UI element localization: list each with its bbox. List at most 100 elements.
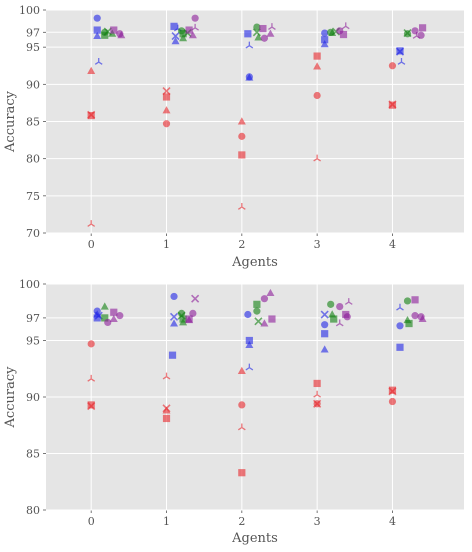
data-point-purple-square bbox=[185, 26, 193, 34]
data-point-blue-x bbox=[171, 31, 180, 41]
data-point-blue-square bbox=[245, 336, 253, 345]
data-point-blue-triangle bbox=[245, 340, 254, 349]
data-point-red-tri_down bbox=[237, 423, 246, 431]
y-axis-label: Accuracy bbox=[3, 90, 18, 153]
data-point-purple-circle bbox=[417, 31, 425, 39]
data-point-blue-tri_down bbox=[396, 303, 404, 311]
data-point-blue-square bbox=[321, 330, 329, 338]
data-point-purple-tri_down bbox=[341, 22, 350, 30]
data-point-red-triangle bbox=[162, 406, 171, 414]
data-point-red-circle bbox=[313, 91, 321, 100]
x-tick-label: 3 bbox=[314, 238, 321, 251]
data-point-red-square bbox=[238, 469, 246, 477]
data-point-blue-square bbox=[168, 351, 177, 359]
data-point-red-triangle bbox=[237, 366, 246, 375]
data-point-blue-x bbox=[395, 47, 405, 56]
data-point-purple-tri_down bbox=[335, 319, 344, 327]
data-point-blue-triangle bbox=[171, 37, 180, 45]
data-point-green-circle bbox=[403, 297, 412, 305]
data-point-blue-circle bbox=[396, 322, 404, 330]
data-point-purple-square bbox=[268, 315, 276, 323]
data-point-purple-triangle bbox=[117, 31, 126, 39]
y-tick-label: 95 bbox=[26, 41, 40, 54]
data-point-red-square bbox=[162, 414, 171, 423]
data-point-purple-square bbox=[418, 24, 427, 32]
data-point-blue-circle bbox=[321, 29, 329, 37]
data-point-blue-tri_down bbox=[245, 363, 254, 371]
data-point-purple-circle bbox=[411, 312, 419, 320]
data-point-blue-triangle bbox=[245, 73, 254, 81]
data-point-purple-tri_down bbox=[191, 23, 199, 31]
data-point-blue-square bbox=[244, 30, 252, 38]
data-point-blue-triangle bbox=[320, 39, 329, 48]
data-point-purple-triangle bbox=[266, 29, 275, 37]
data-point-green-square bbox=[101, 314, 109, 322]
x-axis-label: Agents bbox=[231, 531, 278, 546]
y-tick-label: 95 bbox=[26, 335, 40, 348]
data-point-green-circle bbox=[177, 309, 186, 317]
y-tick-label: 97 bbox=[26, 26, 40, 39]
y-tick-label: 75 bbox=[26, 190, 40, 203]
data-point-purple-triangle bbox=[109, 314, 118, 323]
data-point-blue-triangle bbox=[320, 345, 329, 353]
data-point-blue-triangle bbox=[93, 31, 102, 40]
data-point-red-square bbox=[313, 379, 321, 388]
data-point-red-triangle bbox=[162, 106, 171, 114]
data-point-purple-tri_down bbox=[268, 23, 276, 30]
data-point-red-triangle bbox=[313, 62, 322, 70]
data-point-purple-tri_down bbox=[344, 298, 353, 305]
x-tick-label: 4 bbox=[389, 238, 396, 251]
x-tick-label: 1 bbox=[163, 238, 170, 251]
data-point-red-tri_down bbox=[87, 374, 96, 382]
data-point-red-triangle bbox=[237, 117, 246, 125]
y-axis-label: Accuracy bbox=[3, 366, 18, 429]
data-point-red-tri_down bbox=[237, 202, 246, 210]
data-point-purple-square bbox=[411, 296, 419, 304]
x-tick-label: 2 bbox=[238, 238, 245, 251]
data-point-green-triangle bbox=[100, 302, 109, 310]
data-point-red-tri_down bbox=[313, 390, 321, 398]
data-point-blue-x bbox=[169, 312, 179, 321]
data-point-blue-circle bbox=[170, 292, 178, 301]
x-tick-label: 4 bbox=[389, 515, 396, 528]
y-tick-label: 90 bbox=[26, 78, 40, 91]
data-point-blue-square bbox=[396, 343, 404, 351]
data-point-green-square bbox=[179, 30, 187, 38]
data-point-blue-tri_down bbox=[94, 58, 103, 65]
data-point-purple-circle bbox=[343, 313, 351, 321]
data-point-green-x bbox=[403, 28, 412, 38]
y-tick-label: 97 bbox=[26, 312, 40, 325]
data-point-green-circle bbox=[327, 300, 335, 308]
data-point-red-circle bbox=[162, 120, 171, 128]
x-tick-label: 0 bbox=[88, 238, 95, 251]
data-point-blue-circle bbox=[321, 321, 329, 329]
data-point-purple-circle bbox=[116, 312, 124, 320]
data-point-purple-triangle bbox=[260, 319, 269, 327]
x-axis-label: Agents bbox=[231, 255, 278, 270]
data-point-red-tri_down bbox=[87, 220, 96, 227]
x-tick-label: 3 bbox=[314, 515, 321, 528]
data-point-blue-circle bbox=[93, 14, 101, 22]
data-point-green-triangle bbox=[254, 33, 263, 41]
data-point-purple-circle bbox=[260, 295, 269, 303]
data-point-purple-square bbox=[259, 24, 267, 33]
data-point-red-circle bbox=[87, 340, 95, 348]
data-point-blue-x bbox=[320, 310, 329, 319]
data-point-purple-triangle bbox=[185, 315, 194, 324]
data-point-red-tri_down bbox=[162, 372, 171, 380]
data-point-red-x bbox=[388, 100, 397, 109]
data-point-green-square bbox=[179, 315, 187, 323]
data-point-red-circle bbox=[388, 62, 397, 70]
data-point-blue-square bbox=[321, 36, 329, 44]
data-point-red-square bbox=[313, 52, 321, 60]
data-point-red-x bbox=[313, 399, 322, 408]
data-point-purple-triangle bbox=[266, 288, 275, 297]
data-point-purple-triangle bbox=[188, 31, 197, 39]
y-tick-label: 90 bbox=[26, 391, 40, 404]
data-point-blue-square bbox=[170, 22, 178, 30]
data-point-green-triangle bbox=[179, 34, 188, 42]
data-point-green-square bbox=[405, 319, 413, 328]
data-point-green-x bbox=[254, 317, 263, 326]
data-point-blue-x bbox=[94, 311, 103, 320]
data-point-red-circle bbox=[238, 401, 246, 409]
